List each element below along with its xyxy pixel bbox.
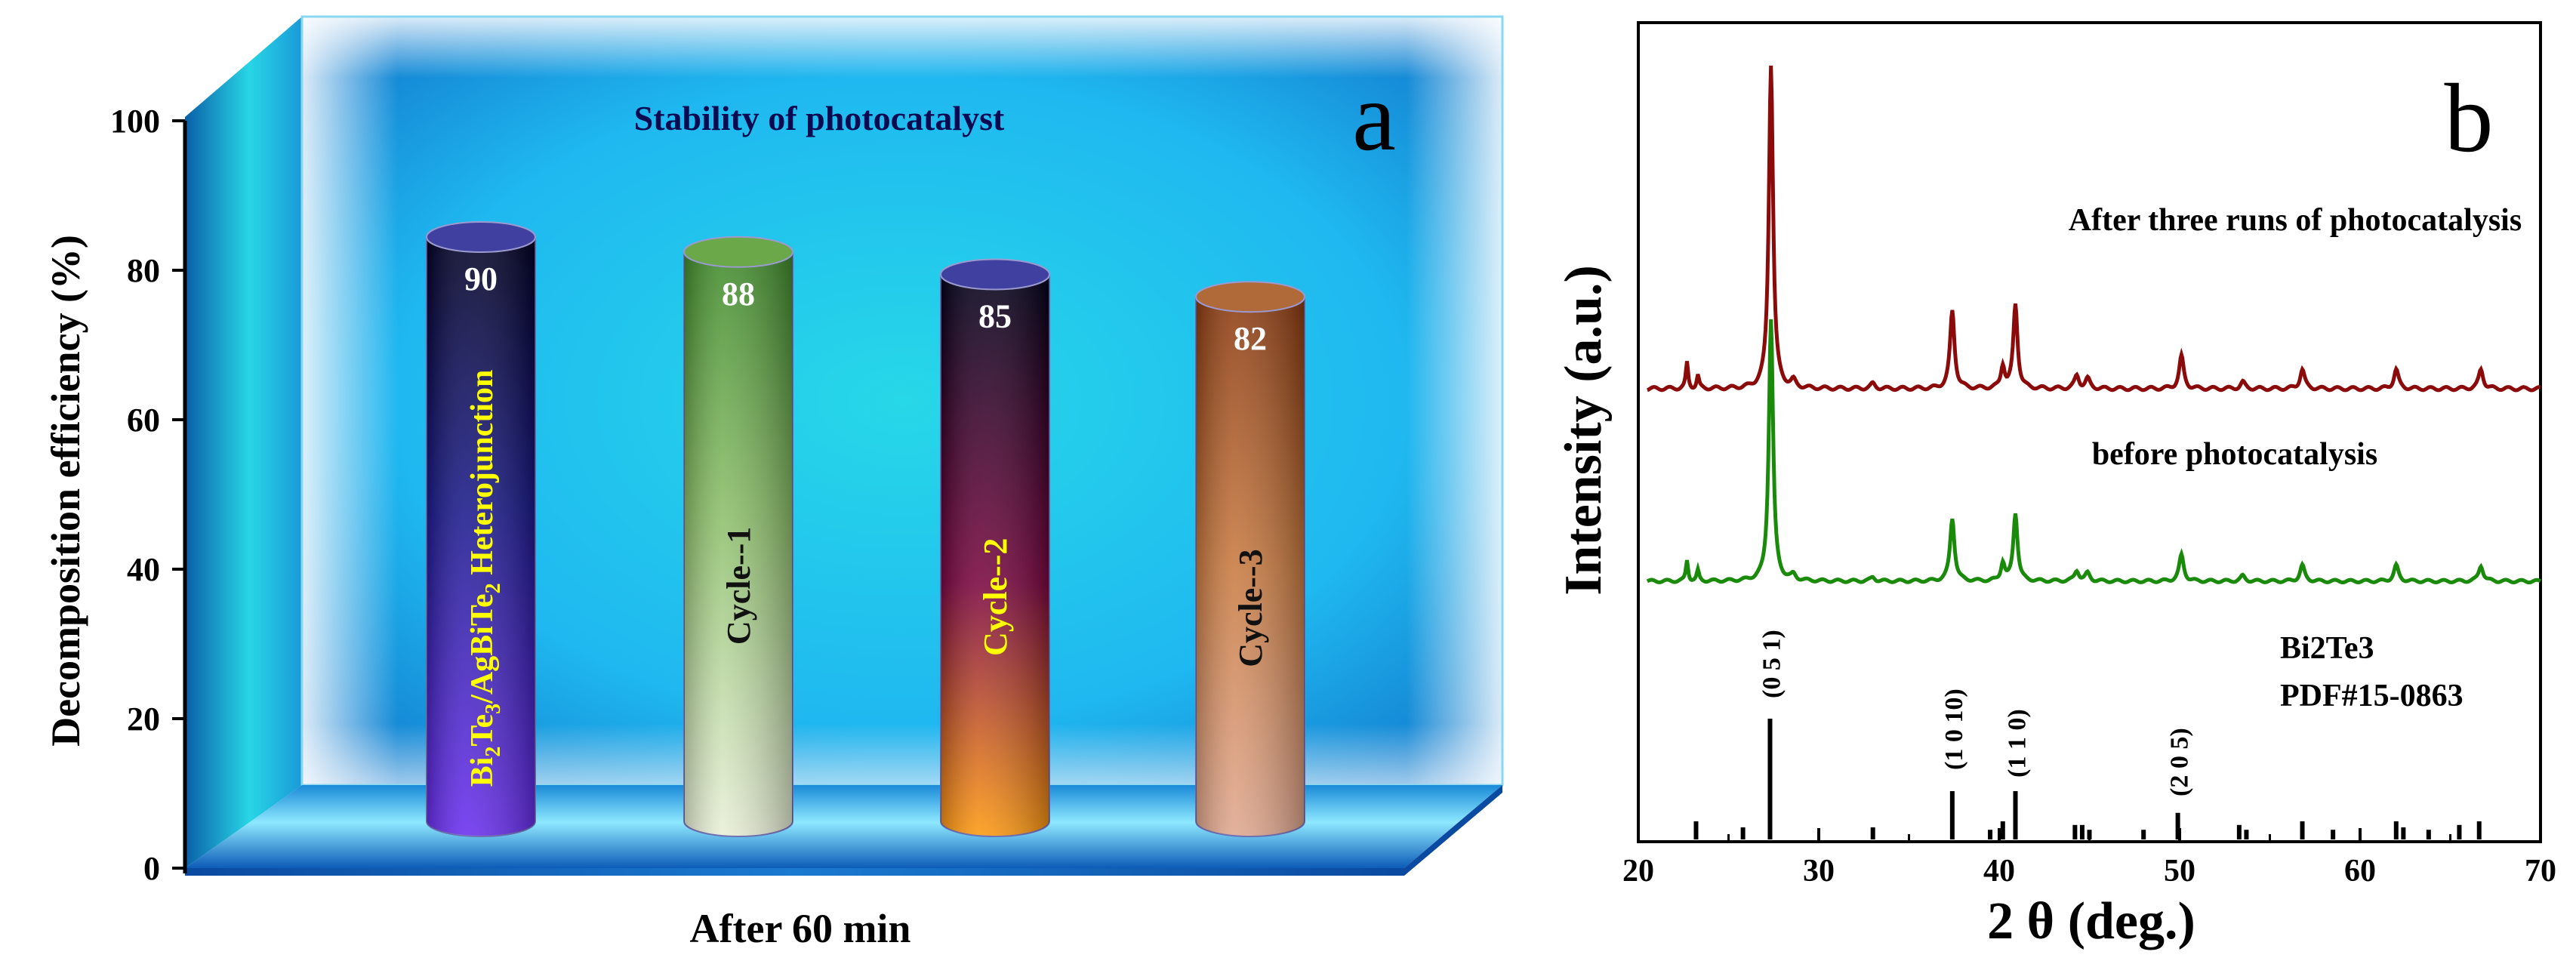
x-axis-title: 2 θ (deg.) — [1987, 892, 2195, 950]
y-tick-label: 0 — [143, 850, 160, 887]
reference-sticks — [1693, 719, 2482, 839]
value-label: 85 — [978, 298, 1012, 335]
value-label: 82 — [1234, 320, 1267, 357]
chart-title: Stability of photocatalyst — [634, 99, 1005, 137]
bar-top — [426, 221, 536, 253]
category-label-heterojunction: Bi2Te3/AgBiTe2 Heterojunction — [465, 370, 505, 787]
x-tick-label: 60 — [2344, 854, 2376, 889]
series-label-before: before photocatalysis — [2092, 437, 2377, 472]
x-tick-label: 20 — [1622, 854, 1654, 889]
value-label: 90 — [464, 260, 498, 297]
bar-top — [940, 258, 1050, 291]
y-tick-label: 20 — [127, 701, 160, 738]
series-line-after-three-runs — [1647, 65, 2541, 393]
x-axis: 20 30 40 50 60 70 — [1622, 828, 2556, 889]
x-tick-label: 30 — [1803, 854, 1835, 889]
bar-top — [1195, 281, 1305, 313]
x-axis-title: After 60 min — [690, 906, 911, 951]
series-line-before-photocatalysis — [1646, 319, 2542, 585]
hkl-label: (2 0 5) — [2166, 728, 2194, 796]
panel-b: 20 30 40 50 60 70 (0 5 1) (1 0 10) (1 1 0) (2 0 … — [1555, 21, 2556, 950]
bar-3 — [940, 258, 1050, 837]
reference-label-pdf: PDF#15-0863 — [2280, 679, 2464, 713]
y-tick-label: 80 — [127, 252, 160, 289]
value-label: 88 — [722, 276, 755, 313]
hkl-label: (1 0 10) — [1940, 688, 1968, 770]
hkl-label: (1 1 0) — [2004, 709, 2032, 778]
y-axis-title: Intensity (a.u.) — [1555, 265, 1613, 596]
category-label-cycle-1: Cycle--1 — [720, 527, 757, 645]
backdrop-left-wall — [185, 17, 302, 868]
bar-2 — [683, 236, 793, 837]
y-tick-label: 60 — [127, 402, 160, 439]
bar-4 — [1195, 281, 1305, 837]
series-label-after: After three runs of photocatalysis — [2069, 203, 2522, 238]
y-tick-label: 40 — [127, 551, 160, 588]
panel-label-b: b — [2445, 64, 2494, 173]
x-tick-label: 50 — [2164, 854, 2195, 889]
y-tick-label: 100 — [110, 103, 160, 140]
panel-a: 0 20 40 60 80 100 Decomposition efficiency (%… — [43, 15, 1504, 951]
x-tick-label: 70 — [2525, 854, 2556, 889]
reference-label-name: Bi2Te3 — [2280, 631, 2374, 666]
y-axis: 0 20 40 60 80 100 — [110, 103, 187, 887]
y-axis-title: Decomposition efficiency (%) — [43, 235, 88, 747]
panel-label-a: a — [1352, 63, 1396, 171]
category-label-cycle-2: Cycle--2 — [977, 538, 1014, 656]
x-tick-label: 40 — [1983, 854, 2015, 889]
hkl-label: (0 5 1) — [1758, 630, 1786, 698]
bar-1 — [426, 221, 536, 837]
category-label-cycle-3: Cycle--3 — [1232, 549, 1269, 667]
bar-top — [683, 236, 793, 268]
